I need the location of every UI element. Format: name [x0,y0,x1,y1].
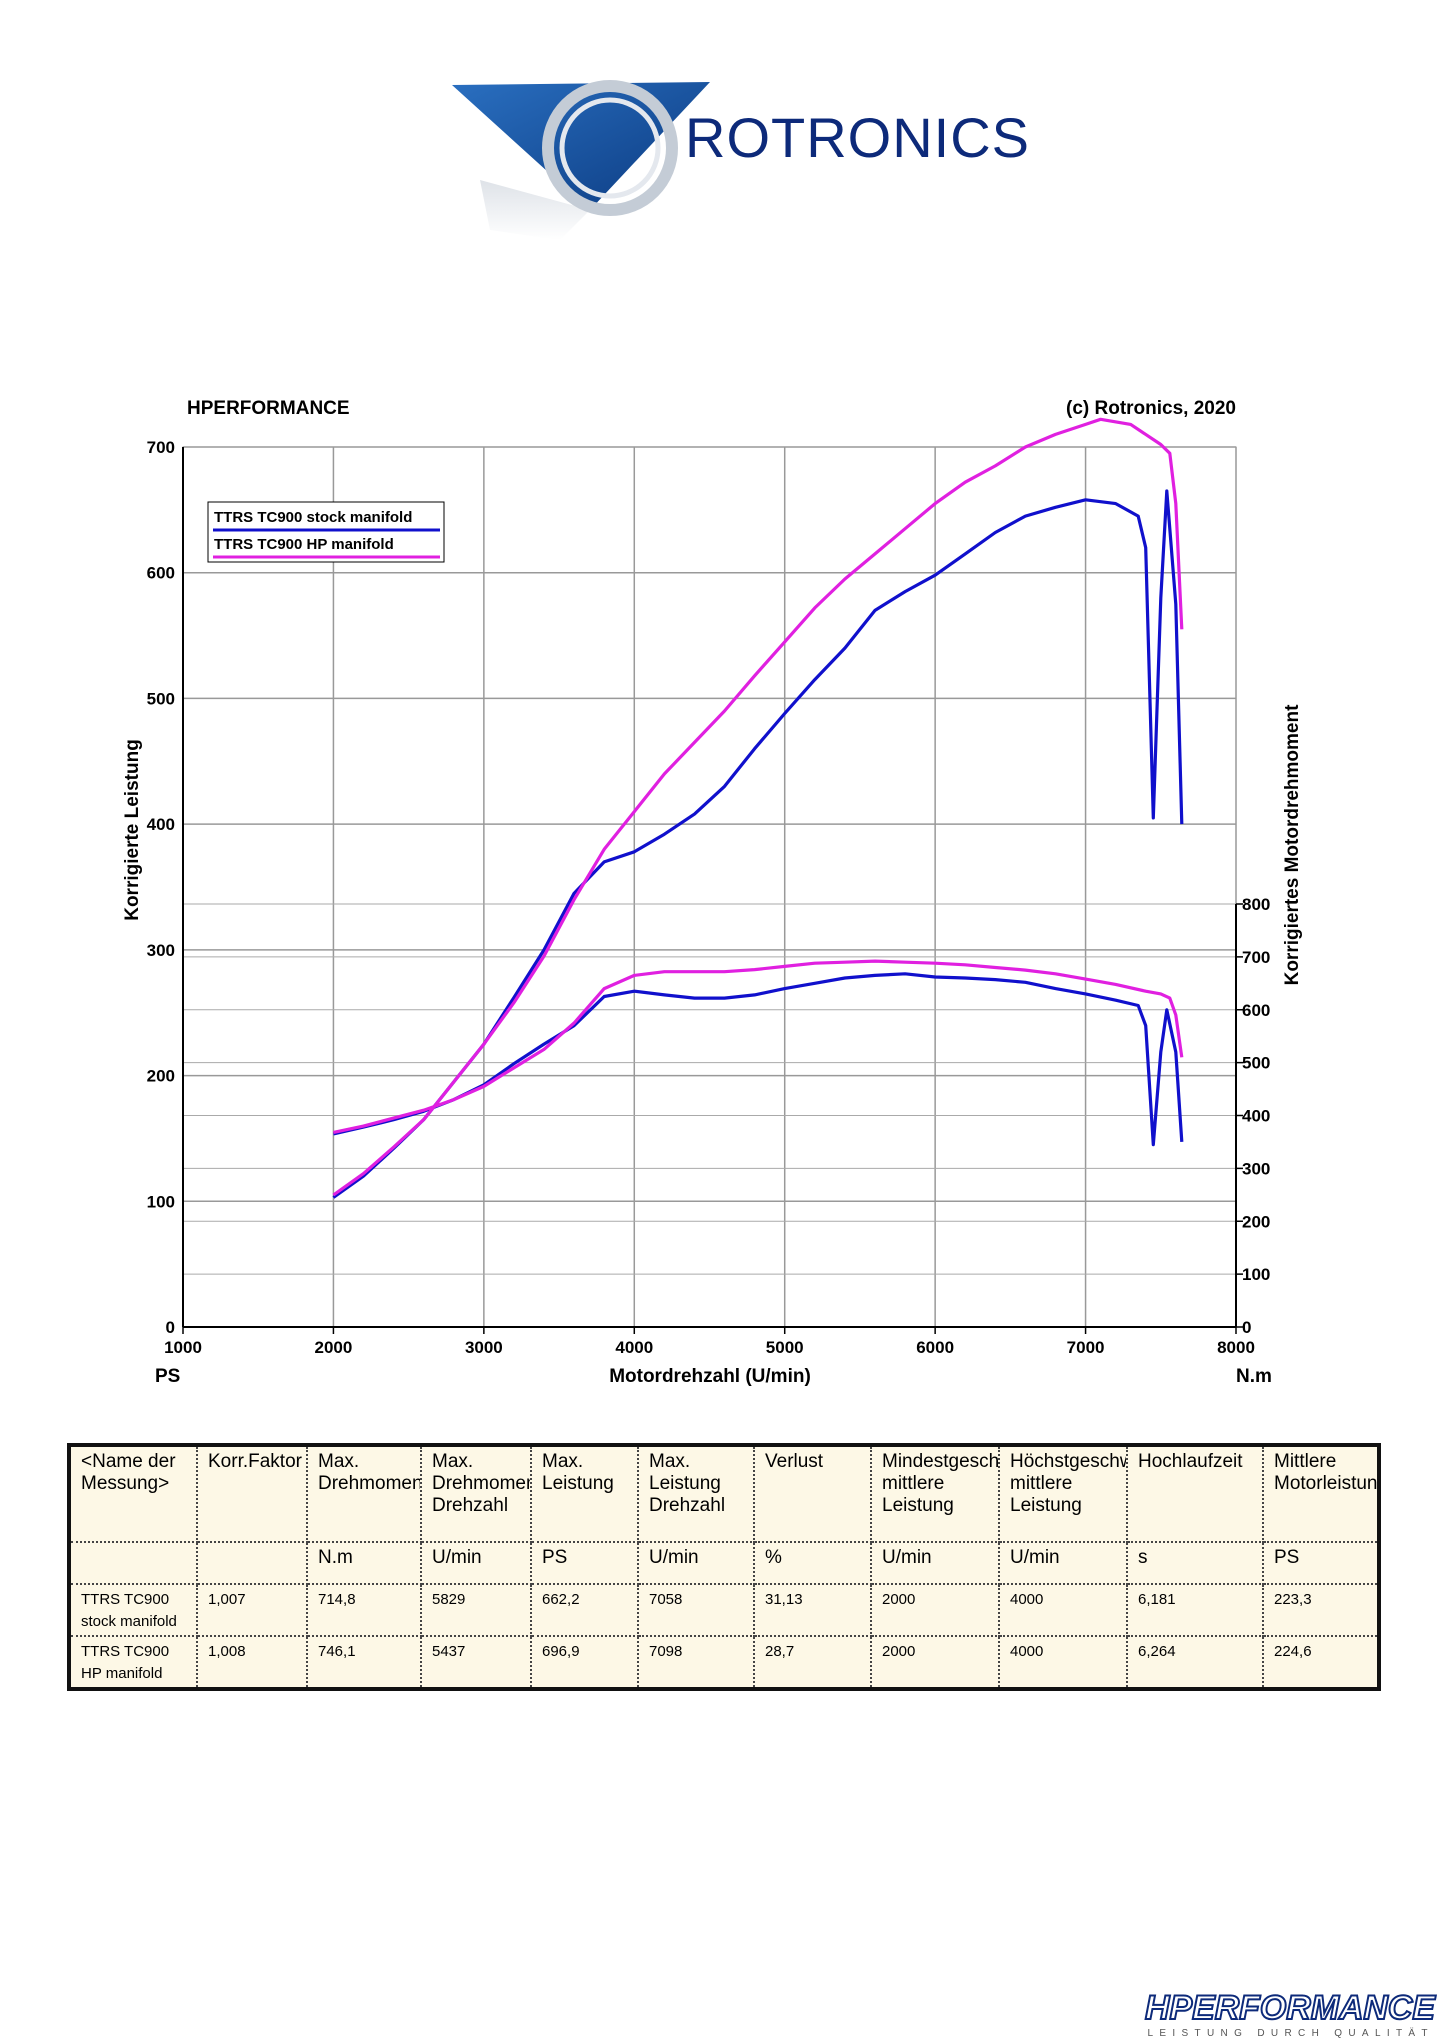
torque-curve-hp [333,959,1184,1134]
table-unit-cell: PS [531,1542,639,1585]
y2-unit-label: N.m [1236,1366,1272,1387]
y2-tick-label: 800 [1242,895,1270,914]
table-cell: 1,007 [197,1584,308,1637]
table-cell: 662,2 [531,1584,639,1637]
dyno-chart: 1000 2000 3000 4000 5000 6000 7000 800001002003… [122,398,1303,1387]
x-tick-label: 8000 [1217,1338,1255,1357]
table-header-cell: Höchstgeschwindigkeit mittlere Leistung [999,1445,1128,1543]
x-tick-label: 2000 [315,1338,353,1357]
table-units-row: N.m U/min PS U/min % U/min U/min s PS [69,1542,1379,1585]
table-cell: 2000 [871,1636,1000,1689]
table-cell: 6,181 [1127,1584,1264,1637]
y-tick-label: 300 [147,941,175,960]
x-axis-label: Motordrehzahl (U/min) [609,1366,811,1387]
footer-brand-text: HPERFORMANCE [1145,1989,1436,2027]
table-header-cell: Max. Drehmoment Drehzahl [421,1445,532,1543]
y-tick-label: 400 [147,815,175,834]
table-unit-cell: U/min [999,1542,1128,1585]
table-cell: 5437 [421,1636,532,1689]
table-header-cell: Verlust [754,1445,872,1543]
table-header-cell: Max. Drehmoment [307,1445,422,1543]
y-tick-label: 700 [147,438,175,457]
torque-curve-stock [333,972,1184,1147]
table-cell: 1,008 [197,1636,308,1689]
results-table: <Name der Messung> Korr.Faktor Max. Dreh… [67,1443,1381,1691]
y2-tick-label: 200 [1242,1212,1270,1231]
x-tick-label: 3000 [465,1338,503,1357]
x-unit-label: PS [155,1366,180,1387]
y2-tick-label: 300 [1242,1159,1270,1178]
legend-label-stock: TTRS TC900 stock manifold [214,509,412,526]
table-unit-cell: s [1127,1542,1264,1585]
y2-tick-label: 600 [1242,1001,1270,1020]
y-tick-label: 0 [166,1318,175,1337]
chart-legend: TTRS TC900 stock manifold TTRS TC900 HP … [207,501,445,563]
table-cell: 714,8 [307,1584,422,1637]
table-header-cell: Mindestgeschwindigkeit mittlere Leistung [871,1445,1000,1543]
y-tick-label: 500 [147,689,175,708]
y2-tick-label: 500 [1242,1054,1270,1073]
footer-tagline: LEISTUNG DURCH QUALITÄT [1148,2027,1433,2039]
chart-axes: 1000 2000 3000 4000 5000 6000 7000 800001002003… [147,438,1271,1357]
table-unit-cell: U/min [638,1542,755,1585]
table-cell: 31,13 [754,1584,872,1637]
x-tick-label: 6000 [916,1338,954,1357]
y2-tick-label: 100 [1242,1265,1270,1284]
y2-tick-label: 400 [1242,1107,1270,1126]
table-header-cell: Mittlere Motorleistung [1263,1445,1379,1543]
y-tick-label: 200 [147,1067,175,1086]
hperformance-logo: HPERFORMANCE LEISTUNG DURCH QUALITÄT [1144,1988,1437,2039]
table-cell: 7098 [638,1636,755,1689]
table-cell: 224,6 [1274,1643,1312,1660]
table-cell: 6,264 [1127,1636,1264,1689]
y-tick-label: 100 [147,1192,175,1211]
table-unit-cell: U/min [871,1542,1000,1585]
chart-header-left: HPERFORMANCE [187,398,350,419]
y-tick-label: 600 [147,564,175,583]
x-tick-label: 5000 [766,1338,804,1357]
chart-header-right: (c) Rotronics, 2020 [1066,398,1236,419]
table-cell: 5829 [421,1584,532,1637]
y-axis-label: Korrigierte Leistung [122,739,143,921]
power-curve-hp [332,417,1184,1197]
table-header-cell: Max. Leistung [531,1445,639,1543]
plot-area [182,446,1237,1328]
table-unit-cell: U/min [421,1542,532,1585]
table-cell: 746,1 [307,1636,422,1689]
chart-grid [182,446,1237,1328]
table-cell: 2000 [871,1584,1000,1637]
table-header-row: <Name der Messung> Korr.Faktor Max. Dreh… [69,1445,1379,1543]
table-cell: 7058 [638,1584,755,1637]
table-cell: 28,7 [754,1636,872,1689]
table-unit-cell: PS [1263,1542,1379,1585]
y2-axis-label: Korrigiertes Motordrehmoment [1282,704,1303,985]
table-unit-cell: N.m [307,1542,422,1585]
table-cell: 4000 [999,1584,1128,1637]
x-tick-label: 7000 [1067,1338,1105,1357]
chart-curves [332,417,1184,1199]
table-cell: 4000 [999,1636,1128,1689]
rotronics-logo [452,80,710,240]
table-cell: TTRS TC900 stock manifold [69,1584,198,1637]
x-tick-label: 4000 [615,1338,653,1357]
table-row: TTRS TC900 stock manifold 1,007 714,8 58… [69,1584,1379,1637]
table-cell: TTRS TC900 HP manifold [69,1636,198,1689]
y2-tick-label: 0 [1242,1318,1251,1337]
table-cell: 696,9 [531,1636,639,1689]
table-header-cell: Hochlaufzeit [1127,1445,1264,1543]
legend-label-hp: TTRS TC900 HP manifold [214,536,394,553]
table-unit-cell [69,1542,198,1585]
rotronics-wordmark: ROTRONICS [685,106,1030,169]
table-header-cell: Max. Leistung Drehzahl [638,1445,755,1543]
table-unit-cell [197,1542,308,1585]
y2-tick-label: 700 [1242,948,1270,967]
table-header-cell: <Name der Messung> [69,1445,198,1543]
table-header-cell: Korr.Faktor [197,1445,308,1543]
table-row: TTRS TC900 HP manifold 1,008 746,1 5437 … [69,1636,1379,1689]
x-tick-label: 1000 [164,1338,202,1357]
table-unit-cell: % [754,1542,872,1585]
table-cell: 223,3 [1263,1584,1379,1637]
